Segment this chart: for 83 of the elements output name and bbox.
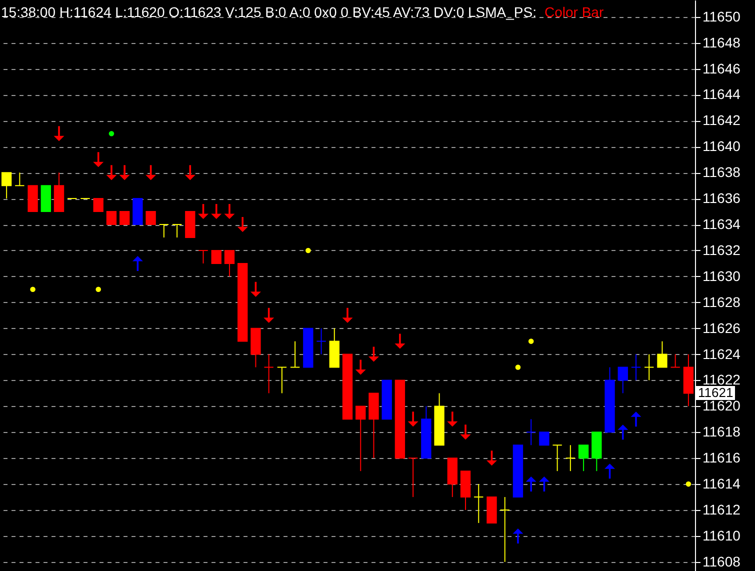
y-tick-label: 11626 [702, 320, 741, 336]
point [528, 338, 534, 344]
candlestick [474, 484, 484, 524]
candlestick [500, 496, 510, 562]
candlestick [290, 340, 300, 368]
point [618, 424, 628, 440]
point [368, 346, 379, 362]
candlestick [224, 250, 235, 277]
candlestick [146, 211, 156, 226]
point [686, 481, 692, 487]
point [538, 476, 550, 492]
candlestick [539, 432, 550, 446]
point [512, 528, 524, 544]
point [211, 204, 222, 220]
point [250, 282, 261, 297]
candlestick [526, 418, 536, 446]
point [119, 165, 130, 180]
point [408, 412, 418, 427]
y-tick-label: 11610 [702, 527, 741, 544]
point [224, 204, 235, 220]
point [237, 217, 248, 232]
y-tick-label: 11614 [702, 476, 741, 492]
y-tick-label: 11638 [702, 164, 741, 180]
y-tick-label: 11636 [702, 190, 741, 206]
candlestick [552, 444, 562, 472]
candlestick [276, 366, 288, 394]
annotation: 11621 [696, 385, 736, 400]
candlestick [657, 340, 668, 368]
y-tick-label: 11640 [702, 138, 741, 154]
candlestick [211, 250, 222, 264]
candlestick [578, 444, 589, 472]
point [355, 360, 366, 375]
candlestick [618, 366, 628, 394]
chart-title: 15:38:00 H:11624 L:11620 O:11623 V:125 B:0 A:0 0x0 0 BV:45 AV:73 DV:0 LSMA_PS: [1, 4, 536, 20]
y-tick-label: 11618 [702, 424, 741, 440]
y-tick-label: 11648 [702, 34, 741, 50]
candlestick [198, 250, 208, 264]
point [106, 165, 117, 180]
candlestick [356, 406, 366, 472]
chart-subtitle: Color Bar [544, 4, 604, 20]
candlestick [14, 172, 25, 186]
point [30, 286, 36, 292]
y-tick-label: 11646 [702, 60, 741, 76]
point [184, 165, 196, 180]
y-tick-label: 11630 [702, 268, 741, 284]
point [342, 308, 353, 323]
point [394, 334, 406, 349]
candlestick [106, 211, 117, 226]
y-tick-label: 11650 [702, 8, 741, 24]
candlestick [264, 354, 274, 394]
point [526, 476, 536, 492]
y-tick-label: 11632 [702, 242, 741, 258]
point [630, 412, 642, 427]
point [447, 412, 458, 427]
candlestick [408, 458, 418, 498]
candlestick [670, 354, 680, 368]
point [54, 126, 64, 142]
point [604, 464, 616, 479]
point [96, 286, 101, 292]
y-tick-label: 11616 [702, 450, 741, 466]
point [460, 424, 471, 440]
y-tick-label: 11622 [702, 372, 741, 388]
candlestick [93, 198, 104, 212]
candlestick [630, 354, 642, 381]
candlestick [316, 328, 326, 355]
candlestick [1, 172, 12, 200]
y-tick-label: 11628 [702, 294, 741, 310]
y-tick-label: 11624 [702, 346, 741, 362]
candlestick [172, 224, 182, 238]
y-tick-label: 11644 [702, 86, 741, 102]
candlestick [158, 224, 170, 238]
y-tick-label: 11634 [702, 216, 741, 232]
candlestick [644, 354, 654, 381]
y-tick-label: 11608 [702, 553, 741, 570]
point [306, 248, 311, 254]
point [515, 364, 521, 370]
y-tick-label: 11642 [702, 112, 741, 128]
y-tick-label: 11612 [702, 502, 741, 518]
point [108, 131, 114, 136]
candlestick [565, 444, 576, 472]
point [264, 308, 274, 323]
candlestick [119, 211, 130, 226]
y-tick-label: 11620 [702, 398, 741, 414]
